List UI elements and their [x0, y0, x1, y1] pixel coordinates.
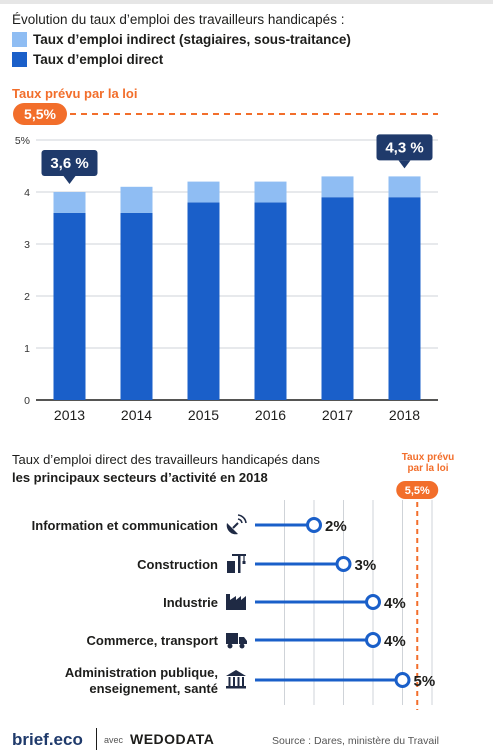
sector-label: Commerce, transport: [87, 633, 219, 648]
truck-icon: [226, 633, 247, 649]
legend-label-direct: Taux d’emploi direct: [33, 52, 164, 67]
partner-logo: WEDODATA: [130, 731, 215, 747]
bar-indirect-2015: [187, 181, 220, 203]
bar-indirect-2013: [53, 192, 86, 213]
sector-lollipop-chart: 5,5% Information et communication 2% Constr…: [32, 481, 439, 710]
x-tick-label: 2014: [121, 407, 152, 423]
y-tick-label: 0: [24, 395, 30, 407]
sector-dot-1: [335, 556, 352, 572]
sector-reference-badge: [396, 481, 439, 499]
y-tick-label: 2: [24, 291, 30, 303]
bar-indirect-2018: [388, 176, 421, 198]
bar-direct-2017: [321, 197, 354, 400]
law-rate-label: Taux prévu par la loi: [12, 86, 138, 101]
reference-badge: [13, 103, 67, 125]
y-tick-label: 5%: [15, 135, 30, 147]
chart-title: Évolution du taux d’emploi des travaille…: [12, 12, 345, 27]
x-tick-label: 2017: [322, 407, 353, 423]
reference-value-label: 5,5%: [24, 106, 56, 122]
sector-value-label: 4%: [384, 633, 406, 650]
legend-item-indirect: Taux d’emploi indirect (stagiaires, sous…: [12, 32, 351, 47]
x-tick-label: 2016: [255, 407, 286, 423]
y-tick-label: 1: [24, 343, 30, 355]
sector-dot-4: [394, 672, 411, 688]
callout-label: 4,3 %: [385, 139, 423, 156]
y-tick-label: 3: [24, 239, 30, 251]
bar-direct-2016: [254, 202, 287, 400]
bar-direct-2014: [120, 212, 153, 400]
bar-direct-2018: [388, 197, 421, 400]
x-tick-label: 2018: [389, 407, 420, 423]
callout-box: [41, 150, 98, 176]
employment-bar-chart: 5,5% 0 1 2 3 4 5% 2013 2014 2015 2016 2017 2018 3,6 %…: [13, 103, 438, 423]
footer-avec: avec: [104, 735, 124, 745]
x-tick-label: 2013: [54, 407, 85, 423]
callout-label: 3,6 %: [50, 155, 88, 172]
sector-dot-2: [365, 594, 381, 610]
y-tick-label: 4: [24, 187, 30, 199]
sector-law-label: Taux prévu par la loi: [395, 452, 461, 474]
factory-icon: [226, 594, 246, 610]
legend-swatch-direct: [12, 52, 27, 67]
sector-value-label: 4%: [384, 595, 406, 612]
sector-reference-value: 5,5%: [405, 485, 430, 497]
sector-dot-0: [306, 517, 322, 533]
sector-chart-title: Taux d’emploi direct des travailleurs ha…: [12, 451, 372, 487]
sector-label: enseignement, santé: [89, 681, 218, 696]
bar-indirect-2014: [120, 186, 153, 213]
brand-divider: [96, 728, 97, 750]
sector-label: Information et communication: [32, 518, 218, 533]
sector-law-label-line2: par la loi: [407, 463, 449, 474]
sector-value-label: 2%: [325, 518, 347, 535]
callout-pointer: [398, 160, 411, 169]
sector-label: Construction: [137, 557, 218, 572]
sector-value-label: 5%: [414, 673, 436, 690]
callout-box: [376, 134, 433, 161]
sector-value-label: 3%: [355, 557, 377, 574]
sector-label: Industrie: [163, 595, 218, 610]
sector-label: Administration publique,: [65, 665, 218, 680]
callout-2013: 3,6 %: [41, 150, 98, 184]
satellite-icon: [226, 514, 247, 535]
bar-indirect-2017: [321, 176, 354, 198]
source-note: Source : Dares, ministère du Travail: [272, 735, 439, 747]
bar-indirect-2016: [254, 181, 287, 203]
bar-direct-2015: [187, 202, 220, 400]
sector-dot-3: [365, 632, 381, 648]
callout-pointer: [63, 176, 76, 184]
legend-label-indirect: Taux d’emploi indirect (stagiaires, sous…: [33, 32, 351, 47]
crane-icon: [227, 554, 246, 573]
callout-2018: 4,3 %: [376, 134, 433, 169]
bar-direct-2013: [53, 212, 86, 400]
sector-title-line1: Taux d’emploi direct des travailleurs ha…: [12, 452, 320, 467]
sector-title-line2: les principaux secteurs d’activité en 20…: [12, 470, 268, 485]
top-bar: [0, 0, 493, 4]
sector-law-label-line1: Taux prévu: [401, 452, 455, 463]
bank-icon: [226, 670, 246, 689]
x-tick-label: 2015: [188, 407, 219, 423]
footer: brief.eco avec WEDODATA Source : Dares, …: [0, 722, 493, 756]
legend-swatch-indirect: [12, 32, 27, 47]
brand-logo: brief.eco: [12, 730, 83, 749]
legend-item-direct: Taux d’emploi direct: [12, 52, 163, 67]
